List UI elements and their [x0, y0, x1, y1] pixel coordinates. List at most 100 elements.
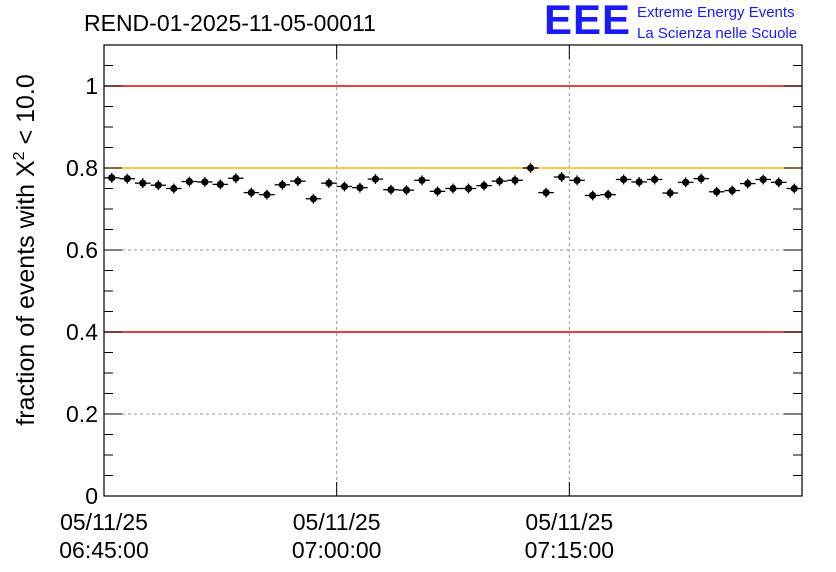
- eee-logo: EEE Extreme Energy Events La Scienza nel…: [544, 0, 834, 46]
- data-point: [305, 193, 322, 204]
- data-point: [693, 173, 709, 184]
- data-point: [383, 184, 399, 195]
- marker: [294, 177, 302, 185]
- marker: [480, 182, 488, 190]
- data-point: [569, 175, 585, 186]
- marker: [185, 177, 193, 186]
- marker: [682, 178, 690, 186]
- data-point: [352, 182, 368, 193]
- grid-lines: [104, 45, 802, 496]
- data-point: [522, 163, 539, 173]
- marker: [728, 186, 736, 195]
- data-point: [507, 175, 523, 186]
- x-tick-date-label: 05/11/25: [525, 509, 613, 535]
- marker: [449, 184, 457, 193]
- data-point: [181, 176, 198, 187]
- marker: [387, 186, 395, 194]
- data-point: [491, 176, 508, 187]
- marker: [604, 191, 612, 199]
- data-points: [104, 163, 802, 204]
- data-point: [197, 177, 213, 187]
- marker: [759, 175, 767, 184]
- data-point: [104, 172, 120, 183]
- data-point: [166, 183, 182, 194]
- marker: [542, 189, 550, 197]
- marker: [232, 174, 240, 182]
- y-tick-label: 1: [85, 73, 98, 99]
- y-axis-label: fraction of events with X2 < 10.0: [11, 74, 40, 425]
- marker: [139, 179, 147, 187]
- data-point: [429, 186, 446, 197]
- marker: [620, 175, 628, 184]
- x-tick-date-label: 05/11/25: [293, 509, 381, 535]
- data-point: [290, 176, 306, 187]
- data-point: [739, 178, 756, 189]
- y-tick-label: 0: [85, 483, 98, 509]
- y-axis-label-sup: 2: [11, 151, 28, 160]
- data-point: [259, 189, 275, 200]
- x-tick-time-label: 07:15:00: [525, 537, 615, 563]
- y-axis-label-prefix: fraction of events with: [12, 177, 40, 426]
- data-point: [677, 177, 694, 188]
- data-point: [150, 180, 167, 191]
- y-tick-label: 0.6: [66, 237, 98, 263]
- data-point: [119, 173, 136, 184]
- data-point: [615, 174, 632, 185]
- data-point: [631, 177, 647, 187]
- marker: [309, 195, 317, 203]
- data-point: [724, 185, 740, 196]
- data-point: [274, 179, 291, 190]
- data-point: [662, 188, 678, 198]
- marker: [464, 184, 473, 193]
- marker: [526, 164, 535, 172]
- marker: [495, 177, 504, 185]
- marker: [635, 178, 643, 186]
- y-tick-label: 0.2: [66, 401, 98, 427]
- marker: [340, 182, 349, 191]
- data-point: [646, 174, 663, 185]
- data-point: [336, 181, 353, 192]
- x-tick-time-label: 06:45:00: [59, 537, 149, 563]
- marker: [201, 178, 209, 186]
- data-point: [228, 173, 244, 184]
- data-point: [553, 172, 570, 182]
- marker: [511, 176, 519, 184]
- marker: [325, 179, 333, 187]
- marker: [356, 184, 364, 192]
- data-point: [755, 174, 771, 185]
- y-axis-label-suffix: < 10.0: [12, 74, 40, 151]
- data-point: [460, 183, 477, 194]
- data-point: [414, 175, 430, 186]
- marker: [170, 184, 178, 193]
- plot-frame: [103, 44, 803, 497]
- data-point: [135, 178, 151, 189]
- logo-text-la-scienza: La Scienza nelle Scuole: [637, 25, 798, 42]
- data-point: [398, 185, 415, 196]
- marker: [154, 181, 162, 189]
- marker: [108, 174, 116, 182]
- x-tick-time-label: 07:00:00: [292, 537, 382, 563]
- marker: [402, 186, 411, 194]
- data-point: [367, 174, 384, 184]
- marker: [371, 175, 380, 183]
- eee-logo-mark: EEE: [544, 0, 632, 43]
- marker: [775, 178, 783, 186]
- marker: [216, 180, 224, 188]
- marker: [666, 189, 674, 197]
- data-point: [321, 178, 337, 189]
- data-point: [476, 180, 492, 191]
- data-point: [212, 179, 229, 190]
- x-tick-date-label: 05/11/25: [60, 509, 148, 535]
- y-tick-label: 0.4: [66, 319, 98, 345]
- marker: [247, 189, 255, 197]
- data-point: [243, 187, 260, 198]
- data-point: [538, 187, 554, 198]
- data-point: [708, 186, 725, 197]
- chart-title: REND-01-2025-11-05-00011: [84, 10, 376, 36]
- marker: [557, 173, 566, 181]
- tick-labels: 00.20.40.60.8105/11/2506:45:0005/11/2507…: [59, 73, 614, 563]
- marker: [651, 175, 659, 184]
- axis-ticks: [103, 44, 802, 497]
- logo-text-extreme-energy-events: Extreme Energy Events: [637, 4, 795, 21]
